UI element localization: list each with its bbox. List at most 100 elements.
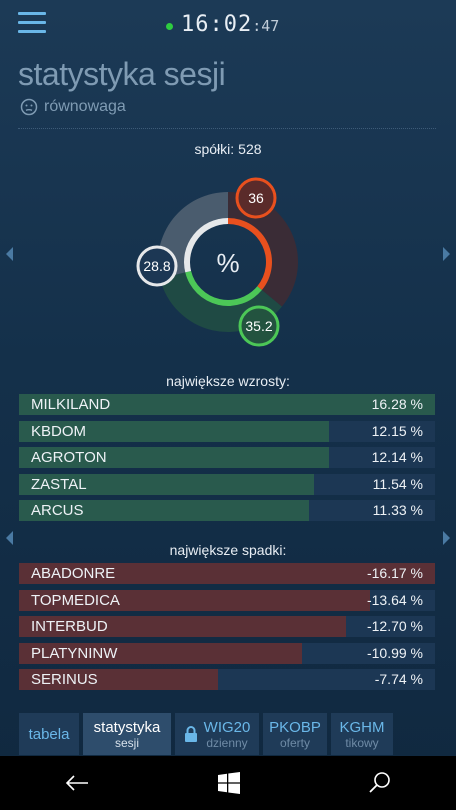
back-icon[interactable]	[64, 773, 90, 793]
donut-value-up: 36	[248, 190, 264, 206]
windows-icon[interactable]	[218, 772, 240, 794]
stock-change-value: 11.33	[372, 502, 407, 518]
prev-arrow-icon[interactable]	[6, 531, 13, 545]
donut-ring-down	[185, 270, 262, 306]
stock-row[interactable]: AGROTON 12.14 %	[19, 447, 435, 468]
status-dot	[166, 22, 173, 30]
change-bar	[19, 447, 330, 468]
stock-change-value: -16.17	[366, 565, 407, 581]
donut-label-down: 35.2	[238, 305, 280, 347]
stock-row[interactable]: MILKILAND 16.28 %	[19, 394, 435, 415]
prev-arrow-icon[interactable]	[6, 247, 13, 261]
donut-value-flat: 28.8	[143, 258, 170, 274]
donut-label-up: 36	[235, 177, 277, 219]
change-bar	[19, 563, 435, 584]
stock-change-unit: %	[410, 671, 423, 687]
tab-label: KGHM	[339, 718, 385, 736]
tab-tabela[interactable]: tabela	[19, 713, 79, 755]
stock-change-unit: %	[410, 449, 423, 465]
stock-row[interactable]: ARCUS 11.33 %	[19, 500, 435, 521]
next-arrow-icon[interactable]	[443, 247, 450, 261]
stock-change: 11.54 %	[373, 476, 423, 492]
donut-sector-flat	[158, 192, 228, 279]
menu-icon[interactable]	[18, 12, 46, 36]
change-bar	[19, 420, 330, 442]
stock-change-value: 12.15	[371, 422, 407, 439]
stock-change-value: 16.28	[371, 396, 407, 412]
change-bar	[19, 616, 346, 637]
stock-name: ARCUS	[31, 502, 84, 519]
neutral-face-icon	[20, 98, 38, 116]
divider	[18, 128, 436, 129]
gainers-title: największe wzrosty:	[166, 373, 290, 389]
change-bar	[19, 394, 435, 415]
stock-change: 16.28 %	[372, 396, 423, 412]
donut-center-label: %	[216, 248, 239, 278]
market-mood: równowaga	[20, 98, 126, 116]
stock-change-unit: %	[410, 475, 423, 492]
system-navigation-bar	[0, 756, 456, 810]
stock-name: INTERBUD	[31, 618, 108, 635]
change-bar	[19, 669, 219, 690]
donut-ring-flat	[184, 218, 228, 273]
tab-wig20[interactable]: WIG20 dzienny	[175, 713, 259, 755]
donut-bubble-up	[235, 177, 277, 219]
stock-name: SERINUS	[31, 671, 98, 688]
stock-change: 11.33 %	[373, 502, 423, 518]
stock-change-value: -12.70	[366, 618, 407, 634]
donut-bubble-flat	[136, 245, 178, 287]
stock-change: -10.99 %	[367, 645, 423, 661]
tab-label: statystyka	[93, 718, 161, 736]
stock-row[interactable]: TOPMEDICA -13.64 %	[19, 589, 435, 611]
companies-value: 528	[238, 141, 262, 157]
stock-change-unit: %	[410, 644, 423, 661]
donut-value-down: 35.2	[245, 318, 272, 334]
clock: 16:02 :47	[166, 12, 279, 40]
companies-count: spółki: 528	[0, 141, 456, 157]
stock-row[interactable]: ZASTAL 11.54 %	[19, 473, 435, 495]
stock-change: -7.74 %	[375, 671, 423, 687]
stock-row[interactable]: KBDOM 12.15 %	[19, 420, 435, 442]
stock-name: PLATYNINW	[31, 644, 118, 662]
donut-label-flat: 28.8	[136, 245, 178, 287]
tab-sublabel: tikowy	[345, 735, 379, 750]
stock-change-value: -10.99	[366, 644, 407, 661]
market-breadth-donut: % 36 28.8 35.2	[136, 177, 298, 347]
tab-kghm[interactable]: KGHM tikowy	[331, 713, 393, 755]
next-arrow-icon[interactable]	[443, 531, 450, 545]
tab-label: PKOBP	[269, 718, 321, 736]
stock-name: KBDOM	[31, 422, 87, 440]
tab-statystyka-sesji[interactable]: statystyka sesji	[83, 713, 171, 755]
tab-label: WIG20	[203, 718, 251, 736]
companies-label: spółki:	[194, 141, 235, 157]
tab-label: tabela	[28, 725, 70, 743]
stock-row[interactable]: PLATYNINW -10.99 %	[19, 642, 435, 664]
clock-time: 16:02	[181, 12, 253, 37]
stock-row[interactable]: SERINUS -7.74 %	[19, 669, 435, 690]
tab-pkobp[interactable]: PKOBP oferty	[263, 713, 327, 755]
change-bar	[19, 473, 314, 495]
stock-change-unit: %	[410, 591, 423, 608]
stock-change-value: 12.14	[371, 449, 407, 465]
stock-change: 12.15 %	[372, 423, 423, 439]
search-icon[interactable]	[368, 771, 392, 795]
stock-name: TOPMEDICA	[31, 591, 120, 609]
stock-name: MILKILAND	[31, 396, 111, 413]
stock-row[interactable]: ABADONRE -16.17 %	[19, 563, 435, 584]
tab-bar: tabela statystyka sesji WIG20 dzienny PK…	[19, 713, 393, 755]
stock-row[interactable]: INTERBUD -12.70 %	[19, 616, 435, 637]
tab-sublabel: sesji	[114, 735, 139, 750]
losers-title: największe spadki:	[169, 542, 287, 558]
losers-list: ABADONRE -16.17 % TOPMEDICA -13.64 % INTERBU…	[19, 563, 435, 696]
stock-change-unit: %	[410, 396, 423, 412]
gainers-list: MILKILAND 16.28 % KBDOM 12.15 % AGROTON 12.14…	[19, 394, 435, 527]
clock-seconds: :47	[252, 17, 280, 35]
donut-sector-up	[228, 192, 298, 307]
stock-change-unit: %	[410, 422, 423, 439]
stock-change-value: -7.74	[374, 671, 407, 687]
change-bar	[19, 589, 371, 611]
stock-change-unit: %	[410, 565, 423, 581]
stock-name: ABADONRE	[31, 565, 116, 582]
stock-change: -16.17 %	[367, 565, 423, 581]
stock-change: -13.64 %	[367, 592, 423, 608]
